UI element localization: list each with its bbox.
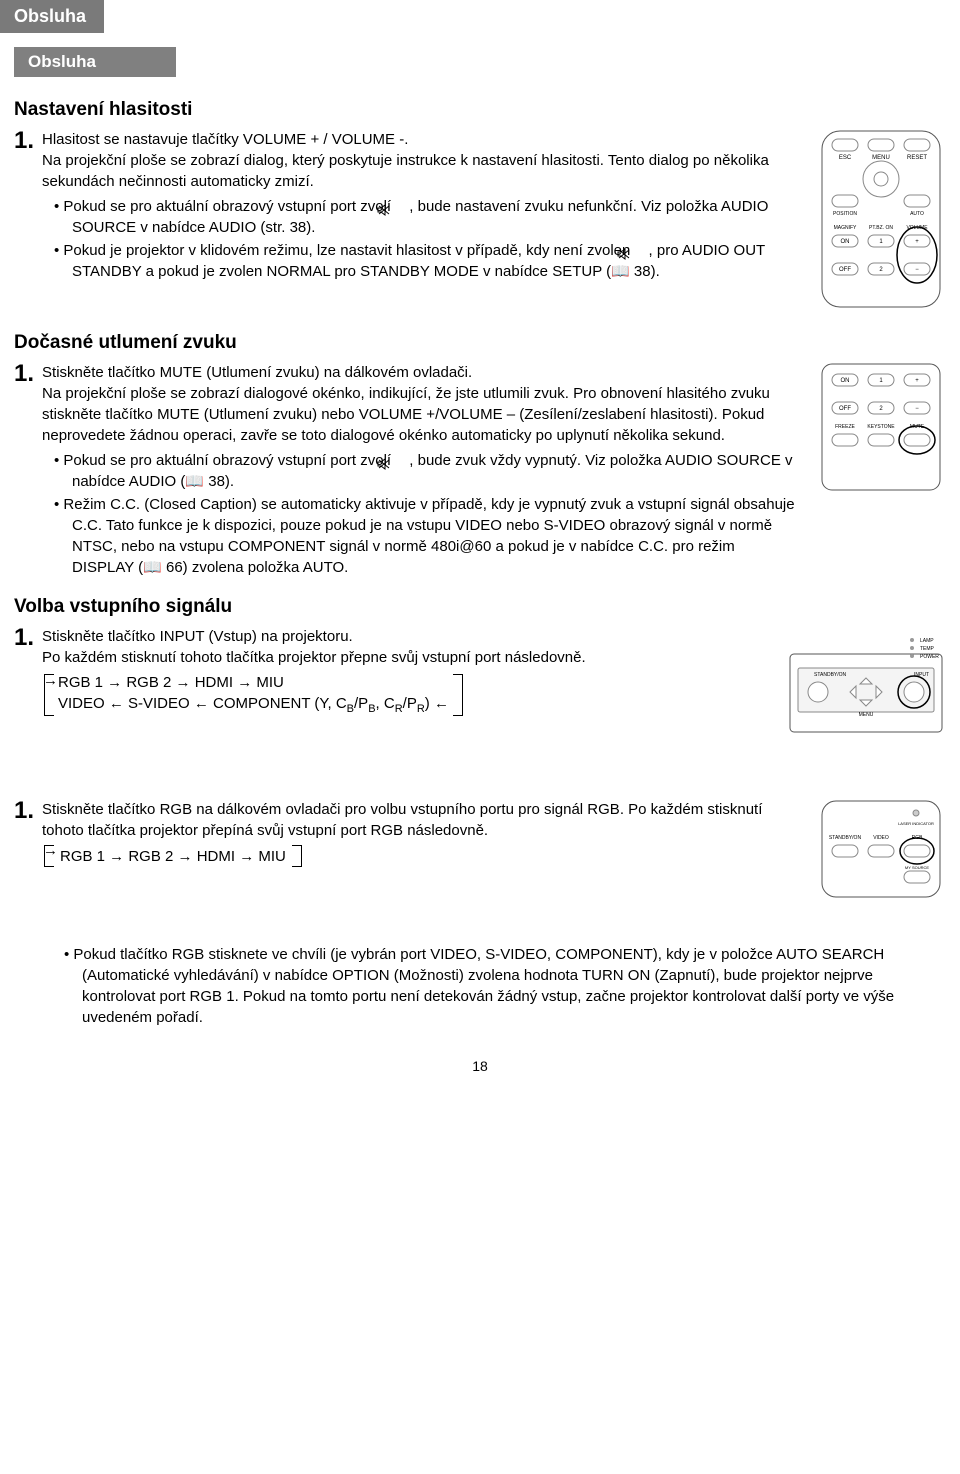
svg-text:KEYSTONE: KEYSTONE [867,424,895,430]
svg-text:MENU: MENU [859,712,874,718]
body-text: Stiskněte tlačítko INPUT (Vstup) na proj… [42,628,353,645]
bullet-item: Pokud se pro aktuální obrazový vstupní p… [54,196,798,238]
list-number: 1. [14,626,34,668]
body-text: Na projekční ploše se zobrazí dialog, kt… [42,152,769,190]
svg-text:ON: ON [841,378,850,384]
svg-text:STANDBY/ON: STANDBY/ON [814,672,847,678]
svg-text:+: + [915,378,919,384]
heading-volume: Nastavení hlasitosti [14,99,946,121]
body-text: Hlasitost se nastavuje tlačítky VOLUME +… [42,131,408,148]
svg-text:POSITION: POSITION [833,211,857,217]
projector-illustration: LAMP TEMP POWER STANDBY/ON INPUT MENU [786,626,946,741]
bullet-item: Pokud tlačítko RGB stisknete ve chvíli (… [64,944,936,1028]
svg-text:MY SOURCE: MY SOURCE [905,865,929,870]
svg-text:ON: ON [841,239,850,245]
remote-illustration-3: LASER INDICATOR STANDBY/ON VIDEO RGB MY … [816,799,946,904]
svg-text:AUTO: AUTO [910,211,924,217]
svg-text:−: − [915,406,919,412]
svg-text:PT.BZ. ON: PT.BZ. ON [869,225,893,231]
svg-text:MENU: MENU [872,155,890,161]
text-block: 1. Hlasitost se nastavuje tlačítky VOLUM… [14,129,798,314]
body-text: Po každém stisknutí tohoto tlačítka proj… [42,649,586,666]
svg-text:RESET: RESET [907,155,927,161]
page-number: 18 [14,1058,946,1074]
bullet-item: Režim C.C. (Closed Caption) se automatic… [54,494,798,578]
list-number: 1. [14,129,34,192]
signal-flow-diagram: → RGB 1 → RGB 2 → HDMI → MIU [44,845,798,867]
mute-icon [635,245,649,257]
body-text: Stiskněte tlačítko RGB na dálkovém ovlad… [42,801,762,839]
svg-text:OFF: OFF [839,267,851,273]
svg-text:POWER: POWER [920,654,939,660]
mute-icon [395,455,409,467]
mute-icon [395,201,409,213]
svg-text:OFF: OFF [839,406,851,412]
svg-text:FREEZE: FREEZE [835,424,855,430]
heading-mute: Dočasné utlumení zvuku [14,332,946,354]
chapter-tab: Obsluha [0,0,104,33]
list-number: 1. [14,799,34,841]
remote-illustration-2: ON 1 + OFF 2 − FREEZE KEYSTONE MUTE [816,362,946,578]
remote-illustration-1: ESC MENU RESET POSITION AUTO MAGNIFY PT.… [816,129,946,314]
body-text: Na projekční ploše se zobrazí dialogové … [42,385,770,444]
svg-text:VIDEO: VIDEO [873,835,889,841]
text-block: Pokud tlačítko RGB stisknete ve chvíli (… [14,944,946,1028]
svg-text:−: − [915,267,919,273]
svg-text:ESC: ESC [839,155,852,161]
bullet-item: Pokud je projektor v klidovém režimu, lz… [54,240,798,282]
bullet-item: Pokud se pro aktuální obrazový vstupní p… [54,450,798,492]
signal-flow-diagram: → RGB 1 → RGB 2 → HDMI → MIU VIDEO ← S-V… [44,672,768,717]
list-number: 1. [14,362,34,446]
text-block: 1. Stiskněte tlačítko INPUT (Vstup) na p… [14,626,768,741]
body-text: Stiskněte tlačítko MUTE (Utlumení zvuku)… [42,364,472,381]
text-block: 1. Stiskněte tlačítko RGB na dálkovém ov… [14,799,798,904]
svg-text:LASER INDICATOR: LASER INDICATOR [898,821,934,826]
svg-text:MAGNIFY: MAGNIFY [834,225,857,231]
svg-text:LAMP: LAMP [920,638,934,644]
heading-input: Volba vstupního signálu [14,596,946,618]
svg-text:TEMP: TEMP [920,646,935,652]
svg-text:STANDBY/ON: STANDBY/ON [829,835,862,841]
svg-text:+: + [915,239,919,245]
section-tab: Obsluha [14,47,176,77]
text-block: 1. Stiskněte tlačítko MUTE (Utlumení zvu… [14,362,798,578]
